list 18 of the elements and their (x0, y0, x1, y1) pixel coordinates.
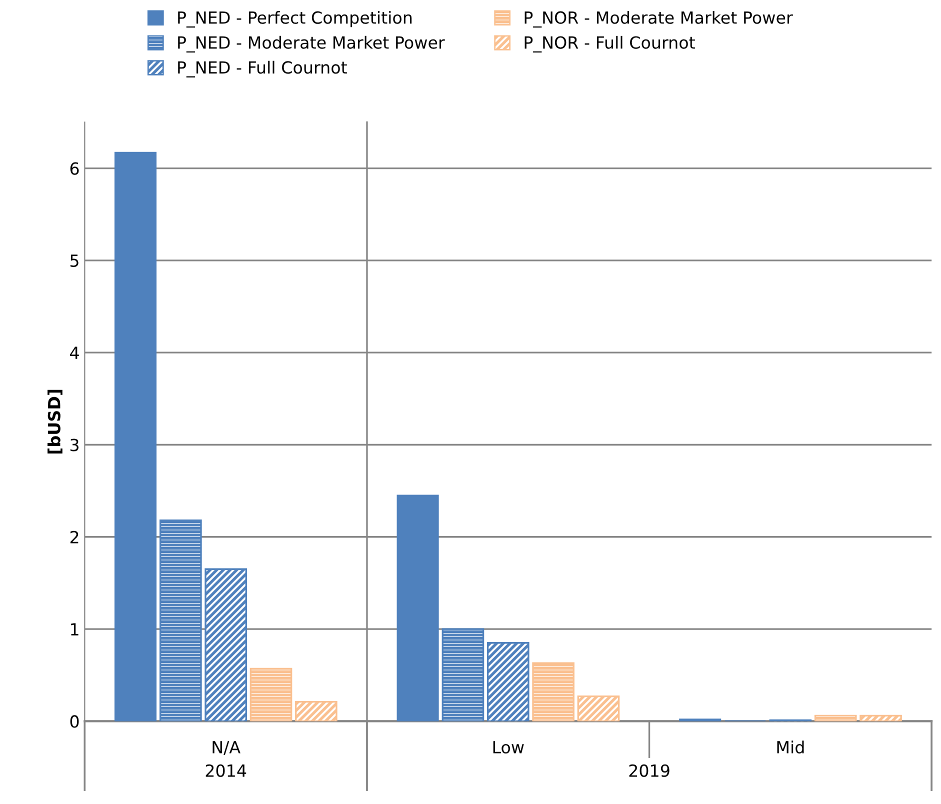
y-tick-label: 2 (70, 530, 78, 544)
legend-label: P_NOR - Moderate Market Power (524, 10, 793, 28)
y-tick-label: 0 (70, 715, 79, 728)
x-tick-label: N/A (212, 741, 240, 755)
legend-label: P_NED - Perfect Competition (178, 10, 412, 28)
legend-label: P_NED - Full Cournot (178, 60, 347, 78)
legend-label: P_NED - Moderate Market Power (178, 36, 445, 53)
text: 2014 (206, 764, 246, 777)
y-tick-label: 4 (70, 346, 79, 359)
y-axis-title: [bUSD] (48, 390, 62, 454)
legend-label: P_NOR - Full Cournot (524, 36, 695, 53)
y-tick-label: 6 (70, 162, 79, 175)
y-tick-label: 5 (70, 254, 78, 268)
y-tick-label: 3 (70, 438, 78, 452)
y-tick-label: 1 (71, 623, 78, 636)
x-tick-label: Mid (777, 740, 804, 754)
text: 2019 (629, 764, 670, 777)
x-tick-label: Low (493, 741, 524, 754)
